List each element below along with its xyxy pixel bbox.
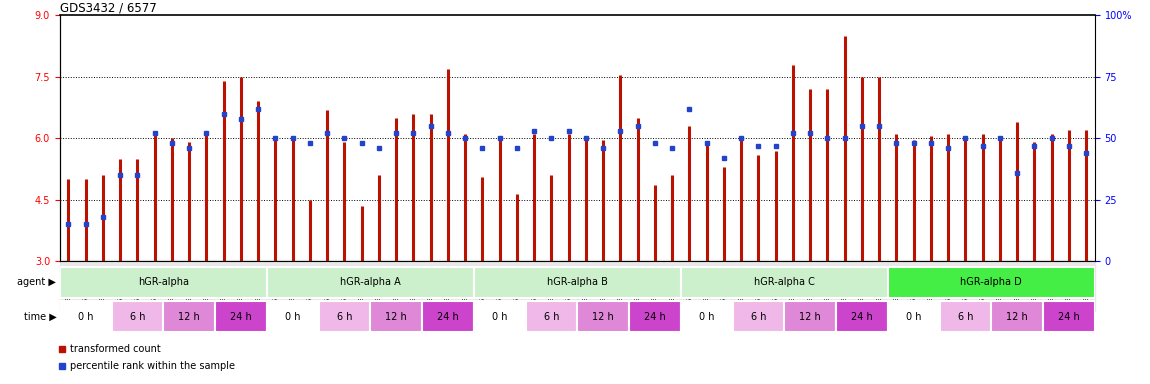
Text: 24 h: 24 h: [1058, 312, 1080, 322]
Text: 0 h: 0 h: [78, 312, 93, 322]
Text: 0 h: 0 h: [285, 312, 300, 322]
Bar: [526, 301, 577, 332]
Bar: [474, 267, 681, 298]
Bar: [577, 301, 629, 332]
Text: 0 h: 0 h: [492, 312, 507, 322]
Text: percentile rank within the sample: percentile rank within the sample: [70, 361, 235, 371]
Bar: [60, 301, 112, 332]
Bar: [422, 301, 474, 332]
Text: 0 h: 0 h: [699, 312, 714, 322]
Bar: [888, 267, 1095, 298]
Text: agent ▶: agent ▶: [17, 277, 56, 287]
Text: 6 h: 6 h: [958, 312, 973, 322]
Text: 12 h: 12 h: [178, 312, 200, 322]
Bar: [629, 301, 681, 332]
Bar: [784, 301, 836, 332]
Text: 24 h: 24 h: [437, 312, 459, 322]
Bar: [215, 301, 267, 332]
Text: hGR-alpha: hGR-alpha: [138, 277, 189, 287]
Bar: [733, 301, 784, 332]
Text: transformed count: transformed count: [70, 344, 161, 354]
Text: 24 h: 24 h: [230, 312, 252, 322]
Text: 6 h: 6 h: [337, 312, 352, 322]
Bar: [1043, 301, 1095, 332]
Bar: [163, 301, 215, 332]
Text: 6 h: 6 h: [751, 312, 766, 322]
Text: 12 h: 12 h: [1006, 312, 1028, 322]
Bar: [319, 301, 370, 332]
Bar: [681, 267, 888, 298]
Bar: [940, 301, 991, 332]
Bar: [112, 301, 163, 332]
Bar: [681, 301, 733, 332]
Text: hGR-alpha A: hGR-alpha A: [340, 277, 400, 287]
Text: hGR-alpha C: hGR-alpha C: [754, 277, 814, 287]
Bar: [888, 301, 940, 332]
Bar: [474, 301, 526, 332]
Text: 12 h: 12 h: [799, 312, 821, 322]
Bar: [836, 301, 888, 332]
Text: 0 h: 0 h: [906, 312, 921, 322]
Bar: [991, 301, 1043, 332]
Text: 12 h: 12 h: [385, 312, 407, 322]
Text: hGR-alpha D: hGR-alpha D: [960, 277, 1022, 287]
Text: 6 h: 6 h: [544, 312, 559, 322]
Bar: [267, 267, 474, 298]
Text: 6 h: 6 h: [130, 312, 145, 322]
Text: 12 h: 12 h: [592, 312, 614, 322]
Text: hGR-alpha B: hGR-alpha B: [547, 277, 607, 287]
Text: GDS3432 / 6577: GDS3432 / 6577: [60, 1, 156, 14]
Text: 24 h: 24 h: [644, 312, 666, 322]
Text: time ▶: time ▶: [24, 312, 56, 322]
Bar: [60, 267, 267, 298]
Bar: [370, 301, 422, 332]
Text: 24 h: 24 h: [851, 312, 873, 322]
Bar: [267, 301, 319, 332]
